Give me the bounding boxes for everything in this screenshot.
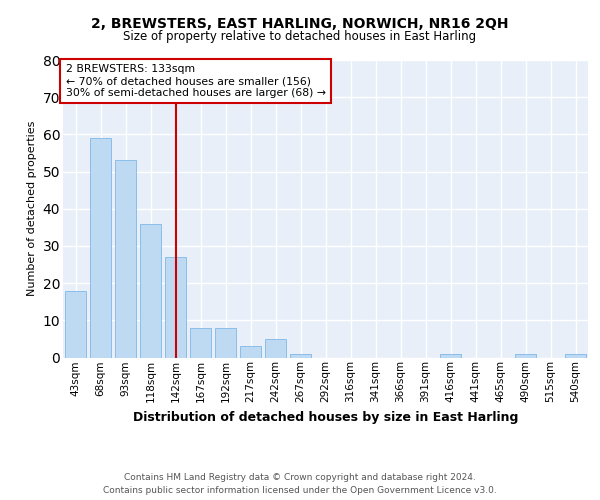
Bar: [440, 354, 461, 358]
Bar: [140, 224, 161, 358]
X-axis label: Distribution of detached houses by size in East Harling: Distribution of detached houses by size …: [133, 410, 518, 424]
Bar: [115, 160, 136, 358]
Text: 2 BREWSTERS: 133sqm
← 70% of detached houses are smaller (156)
30% of semi-detac: 2 BREWSTERS: 133sqm ← 70% of detached ho…: [65, 64, 326, 98]
Bar: [165, 257, 186, 358]
Y-axis label: Number of detached properties: Number of detached properties: [27, 121, 37, 296]
Bar: [215, 328, 236, 358]
Text: Contains HM Land Registry data © Crown copyright and database right 2024.
Contai: Contains HM Land Registry data © Crown c…: [103, 474, 497, 495]
Bar: [90, 138, 111, 358]
Bar: [65, 290, 86, 358]
Bar: [515, 354, 536, 358]
Text: 2, BREWSTERS, EAST HARLING, NORWICH, NR16 2QH: 2, BREWSTERS, EAST HARLING, NORWICH, NR1…: [91, 18, 509, 32]
Bar: [265, 339, 286, 357]
Text: Size of property relative to detached houses in East Harling: Size of property relative to detached ho…: [124, 30, 476, 43]
Bar: [190, 328, 211, 358]
Bar: [240, 346, 261, 358]
Bar: [290, 354, 311, 358]
Bar: [565, 354, 586, 358]
